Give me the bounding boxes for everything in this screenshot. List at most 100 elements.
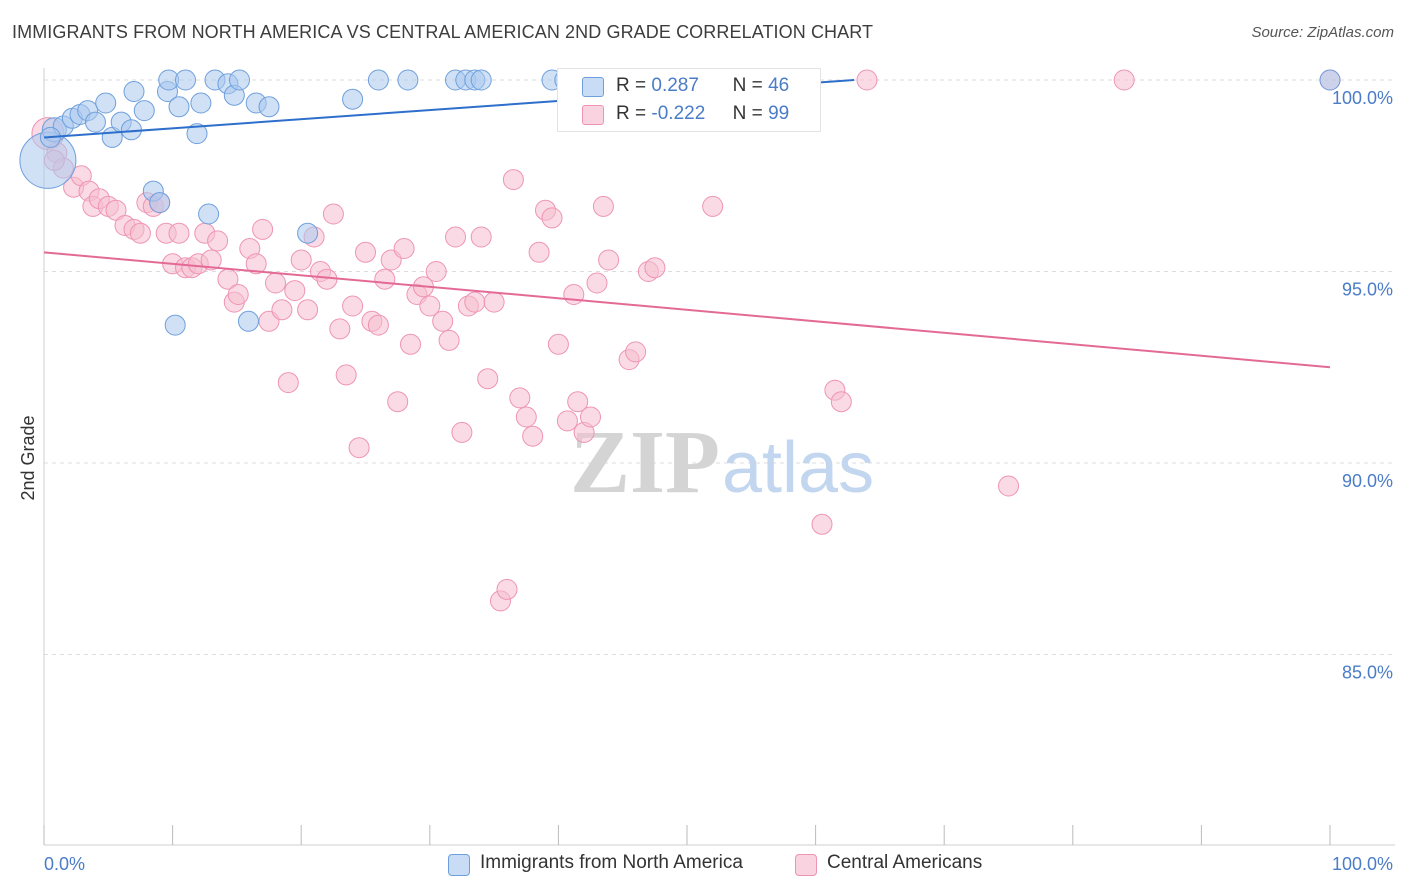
point-north-america xyxy=(470,69,492,91)
point-central-american xyxy=(252,218,274,240)
point-north-america xyxy=(198,203,220,225)
point-north-america xyxy=(397,69,419,91)
legend-swatch-blue xyxy=(582,77,604,97)
y-axis-title: 2nd Grade xyxy=(18,415,38,500)
legend-r-label: R = xyxy=(616,103,647,124)
point-central-american xyxy=(451,421,473,443)
point-central-american xyxy=(515,406,537,428)
point-north-america xyxy=(95,92,117,114)
point-central-american xyxy=(168,222,190,244)
point-central-american xyxy=(432,310,454,332)
point-north-america xyxy=(149,192,171,214)
x-tick-label: 100.0% xyxy=(1332,854,1393,874)
point-central-american xyxy=(509,387,531,409)
legend-n-label: N = xyxy=(732,75,763,96)
point-central-american xyxy=(496,578,518,600)
tick-labels: 100.0% 95.0% 90.0% 85.0% 0.0% 100.0% 2nd Grade xyxy=(18,88,1393,874)
legend-n-value: 46 xyxy=(768,75,790,96)
point-central-american xyxy=(702,195,724,217)
point-central-american xyxy=(625,341,647,363)
series-swatch-blue xyxy=(448,854,470,876)
point-north-america xyxy=(133,100,155,122)
point-central-american xyxy=(830,391,852,413)
point-central-american xyxy=(348,437,370,459)
series-label-pink: Central Americans xyxy=(827,852,983,873)
legend-swatch-pink xyxy=(582,105,604,125)
legend-r-value: 0.287 xyxy=(651,75,699,96)
point-central-american xyxy=(811,513,833,535)
point-central-american xyxy=(329,318,351,340)
point-central-american xyxy=(445,226,466,248)
point-central-american xyxy=(367,314,389,336)
point-central-american xyxy=(563,284,585,305)
point-central-american xyxy=(1113,69,1135,91)
legend-n-value: 99 xyxy=(768,103,790,124)
legend-row-pink: R = -0.222 N = 99 xyxy=(558,101,820,129)
series-legend: Immigrants from North America Central Am… xyxy=(0,852,1406,878)
point-central-american xyxy=(419,295,441,317)
legend-row-blue: R = 0.287 N = 46 xyxy=(558,73,820,101)
point-north-america xyxy=(123,81,145,102)
stats-legend: R = 0.287 N = 46 R = -0.222 N = 99 xyxy=(557,68,821,132)
point-north-america xyxy=(190,92,212,114)
point-central-american xyxy=(265,272,286,294)
point-central-american xyxy=(644,257,666,279)
watermark: ZIP atlas xyxy=(570,413,874,512)
point-north-america xyxy=(367,69,389,91)
point-central-american xyxy=(598,249,620,271)
watermark-zip: ZIP xyxy=(570,413,720,512)
series-swatch-pink xyxy=(795,854,817,876)
point-central-american xyxy=(567,391,589,413)
legend-r-label: R = xyxy=(616,75,647,96)
legend-text-pink: R = -0.222 N = 99 xyxy=(616,103,789,125)
point-central-american xyxy=(586,272,608,294)
point-central-american xyxy=(355,241,376,263)
x-tick-label: 0.0% xyxy=(44,854,85,874)
point-central-american xyxy=(200,249,222,271)
axes xyxy=(43,68,1395,846)
point-north-america xyxy=(229,69,250,91)
point-central-american xyxy=(335,364,357,386)
point-central-american xyxy=(297,299,319,321)
point-central-american xyxy=(387,391,409,413)
point-central-american xyxy=(464,291,486,313)
point-north-america xyxy=(186,123,208,145)
point-central-american xyxy=(470,226,492,248)
point-central-american xyxy=(400,333,421,355)
point-central-american xyxy=(290,249,312,271)
point-central-american xyxy=(556,410,578,432)
y-tick-label: 95.0% xyxy=(1342,280,1393,300)
point-central-american xyxy=(502,169,524,191)
chart-title: IMMIGRANTS FROM NORTH AMERICA VS CENTRAL… xyxy=(12,22,874,42)
y-tick-label: 85.0% xyxy=(1342,663,1393,683)
legend-r-value: -0.222 xyxy=(651,103,706,124)
point-central-american xyxy=(245,253,267,275)
point-central-american xyxy=(322,203,344,225)
point-central-american xyxy=(374,268,396,290)
point-north-america xyxy=(175,69,196,91)
point-central-american xyxy=(342,295,364,317)
point-central-american xyxy=(522,425,544,447)
point-north-america xyxy=(1319,69,1341,91)
point-central-american xyxy=(207,230,229,252)
trend-line-central-american xyxy=(43,251,1331,369)
gridlines xyxy=(44,79,1395,655)
y-tick-label: 90.0% xyxy=(1342,471,1393,491)
point-central-american xyxy=(592,195,614,217)
point-central-american xyxy=(477,368,499,390)
point-central-american xyxy=(129,222,151,244)
y-tick-label: 100.0% xyxy=(1332,88,1393,108)
point-central-american xyxy=(998,475,1019,497)
legend-text-blue: R = 0.287 N = 46 xyxy=(616,75,789,97)
legend-n-label: N = xyxy=(732,103,763,124)
point-central-american xyxy=(580,406,601,428)
series-label-blue: Immigrants from North America xyxy=(480,852,743,873)
point-north-america xyxy=(168,96,190,118)
point-central-american xyxy=(547,333,569,355)
point-central-american xyxy=(483,291,505,313)
point-central-american xyxy=(271,299,293,321)
point-central-american xyxy=(227,284,249,305)
point-central-american xyxy=(284,280,306,302)
point-central-american xyxy=(425,261,447,282)
